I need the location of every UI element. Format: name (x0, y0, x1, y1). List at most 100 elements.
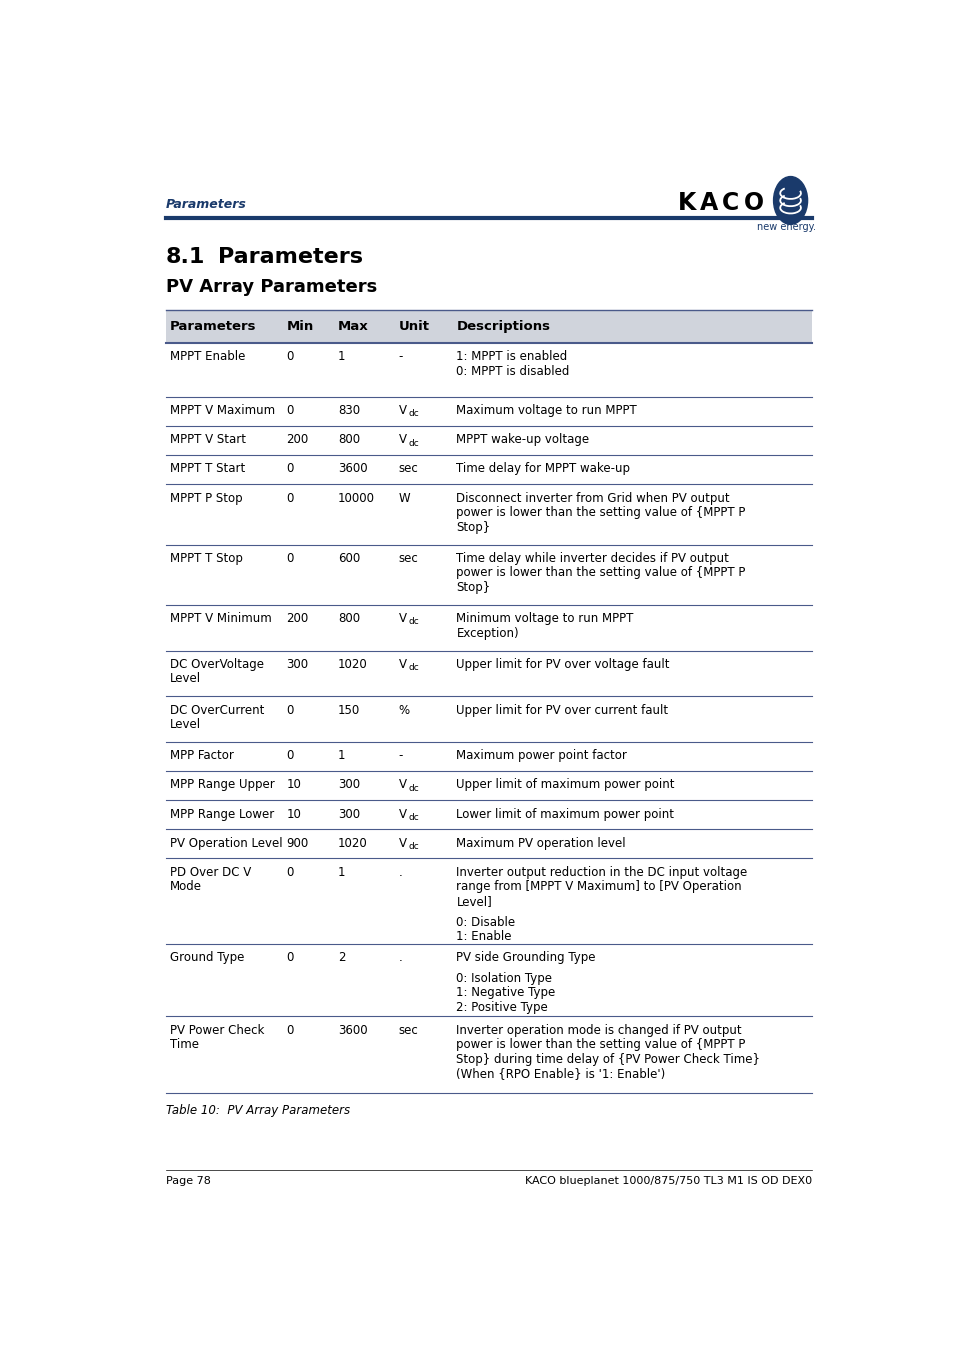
Bar (166, 309, 811, 343)
Text: dc: dc (408, 439, 418, 447)
Text: MPP Factor: MPP Factor (170, 749, 233, 763)
Text: sec: sec (398, 1023, 418, 1037)
Text: 200: 200 (286, 433, 308, 447)
Text: O: O (743, 192, 763, 215)
Text: PV Operation Level: PV Operation Level (170, 837, 282, 849)
Text: Ground Type: Ground Type (170, 950, 244, 964)
Text: Maximum power point factor: Maximum power point factor (456, 749, 627, 763)
Text: 2: 2 (337, 950, 345, 964)
Circle shape (773, 177, 807, 224)
Text: range from [MPPT V Maximum] to [PV Operation: range from [MPPT V Maximum] to [PV Opera… (456, 880, 741, 894)
Text: Upper limit for PV over voltage fault: Upper limit for PV over voltage fault (456, 657, 669, 671)
Text: Table 10:  PV Array Parameters: Table 10: PV Array Parameters (166, 1104, 350, 1116)
Text: Time: Time (170, 1038, 198, 1052)
Text: K: K (677, 192, 695, 215)
Text: C: C (721, 192, 739, 215)
Text: dc: dc (408, 663, 418, 672)
Text: Maximum voltage to run MPPT: Maximum voltage to run MPPT (456, 404, 637, 417)
Text: Exception): Exception) (456, 626, 518, 640)
Text: Stop}: Stop} (456, 580, 490, 594)
Text: Lower limit of maximum power point: Lower limit of maximum power point (456, 807, 674, 821)
Text: Level: Level (170, 672, 200, 686)
Text: sec: sec (398, 463, 418, 475)
Text: 3600: 3600 (337, 1023, 367, 1037)
Text: 0: 0 (286, 404, 294, 417)
Text: MPPT T Start: MPPT T Start (170, 463, 245, 475)
Text: 800: 800 (337, 612, 360, 625)
Text: V: V (398, 433, 406, 447)
Text: Parameters: Parameters (166, 198, 247, 212)
Text: Time delay while inverter decides if PV output: Time delay while inverter decides if PV … (456, 552, 728, 564)
Text: 0: Isolation Type: 0: Isolation Type (456, 972, 552, 984)
Text: 0: 0 (286, 950, 294, 964)
Text: Level]: Level] (456, 895, 492, 907)
Text: Max: Max (337, 320, 369, 332)
Text: PV Array Parameters: PV Array Parameters (166, 278, 376, 297)
Text: V: V (398, 404, 406, 417)
Text: PV Power Check: PV Power Check (170, 1023, 264, 1037)
Text: 0: Disable: 0: Disable (456, 915, 515, 929)
Text: 0: 0 (286, 865, 294, 879)
Text: Inverter output reduction in the DC input voltage: Inverter output reduction in the DC inpu… (456, 865, 747, 879)
Text: PD Over DC V: PD Over DC V (170, 865, 251, 879)
Text: V: V (398, 657, 406, 671)
Text: 1020: 1020 (337, 657, 368, 671)
Text: (When {RPO Enable} is '1: Enable'): (When {RPO Enable} is '1: Enable') (456, 1068, 665, 1080)
Text: 200: 200 (286, 612, 308, 625)
Text: Level: Level (170, 718, 200, 732)
Text: 800: 800 (337, 433, 360, 447)
Text: 300: 300 (337, 779, 360, 791)
Text: MPP Range Lower: MPP Range Lower (170, 807, 274, 821)
Text: 1: 1 (337, 749, 345, 763)
Text: 1: MPPT is enabled: 1: MPPT is enabled (456, 350, 567, 363)
Text: 0: 0 (286, 350, 294, 363)
Text: Min: Min (286, 320, 314, 332)
Text: A: A (699, 192, 718, 215)
Text: 600: 600 (337, 552, 360, 564)
Text: MPPT V Maximum: MPPT V Maximum (170, 404, 274, 417)
Text: MPPT T Stop: MPPT T Stop (170, 552, 242, 564)
Text: KACO blueplanet 1000/875/750 TL3 M1 IS OD DEX0: KACO blueplanet 1000/875/750 TL3 M1 IS O… (524, 1176, 811, 1185)
Text: Stop}: Stop} (456, 521, 490, 533)
Text: dc: dc (408, 842, 418, 850)
Text: DC OverVoltage: DC OverVoltage (170, 657, 263, 671)
Text: 0: 0 (286, 703, 294, 717)
Text: %: % (398, 703, 410, 717)
Text: -: - (398, 350, 403, 363)
Text: sec: sec (398, 552, 418, 564)
Text: 10: 10 (286, 807, 301, 821)
Text: 150: 150 (337, 703, 360, 717)
Text: V: V (398, 612, 406, 625)
Text: 300: 300 (286, 657, 308, 671)
Text: 10000: 10000 (337, 491, 375, 505)
Text: 8.1: 8.1 (166, 247, 205, 267)
Text: 1: 1 (337, 865, 345, 879)
Text: new energy.: new energy. (756, 223, 815, 232)
Text: 900: 900 (286, 837, 308, 849)
Text: Minimum voltage to run MPPT: Minimum voltage to run MPPT (456, 612, 633, 625)
Text: MPP Range Upper: MPP Range Upper (170, 779, 274, 791)
Text: PV side Grounding Type: PV side Grounding Type (456, 950, 596, 964)
Text: .: . (398, 865, 402, 879)
Text: .: . (398, 950, 402, 964)
Text: MPPT V Start: MPPT V Start (170, 433, 245, 447)
Text: Upper limit of maximum power point: Upper limit of maximum power point (456, 779, 674, 791)
Text: 10: 10 (286, 779, 301, 791)
Text: Parameters: Parameters (217, 247, 362, 267)
Text: V: V (398, 837, 406, 849)
Text: Descriptions: Descriptions (456, 320, 550, 332)
Text: 830: 830 (337, 404, 360, 417)
Text: Mode: Mode (170, 880, 201, 894)
Text: 1: Enable: 1: Enable (456, 930, 512, 944)
Text: Parameters: Parameters (170, 320, 255, 332)
Text: 0: 0 (286, 491, 294, 505)
Text: Unit: Unit (398, 320, 429, 332)
Text: Stop} during time delay of {PV Power Check Time}: Stop} during time delay of {PV Power Che… (456, 1053, 760, 1066)
Text: 3600: 3600 (337, 463, 367, 475)
Text: DC OverCurrent: DC OverCurrent (170, 703, 264, 717)
Text: dc: dc (408, 617, 418, 626)
Text: 1020: 1020 (337, 837, 368, 849)
Text: MPPT wake-up voltage: MPPT wake-up voltage (456, 433, 589, 447)
Text: 1: Negative Type: 1: Negative Type (456, 987, 555, 999)
Text: V: V (398, 779, 406, 791)
